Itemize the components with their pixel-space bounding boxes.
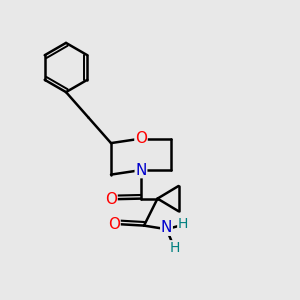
Text: H: H — [178, 217, 188, 231]
Text: O: O — [105, 192, 117, 207]
Text: N: N — [135, 163, 147, 178]
Text: H: H — [169, 241, 180, 255]
Text: O: O — [135, 131, 147, 146]
Text: O: O — [108, 217, 120, 232]
Text: N: N — [161, 220, 172, 235]
